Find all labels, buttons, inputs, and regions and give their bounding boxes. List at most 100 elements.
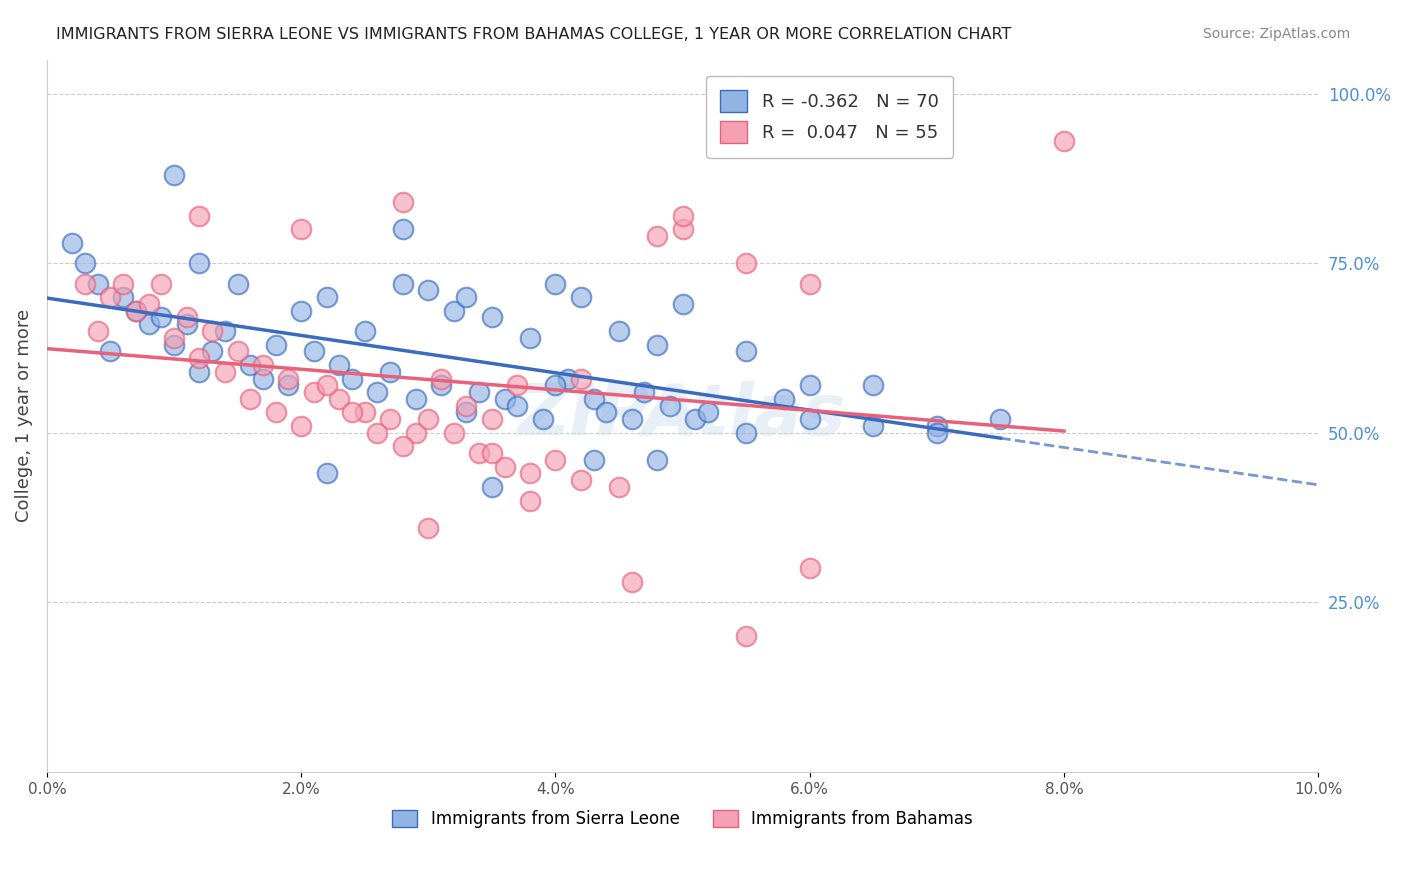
Point	[773, 392, 796, 406]
Point	[582, 392, 605, 406]
Point	[569, 290, 592, 304]
Point	[645, 337, 668, 351]
Text: ZIPAtlas: ZIPAtlas	[519, 381, 846, 450]
Point	[456, 405, 478, 419]
Point	[456, 399, 478, 413]
Point	[418, 521, 440, 535]
Point	[392, 195, 415, 210]
Point	[252, 371, 274, 385]
Point	[607, 324, 630, 338]
Point	[799, 412, 821, 426]
Point	[302, 385, 325, 400]
Point	[544, 277, 567, 291]
Point	[226, 277, 249, 291]
Point	[328, 392, 350, 406]
Point	[697, 405, 720, 419]
Point	[799, 561, 821, 575]
Point	[100, 344, 122, 359]
Point	[188, 256, 211, 270]
Point	[340, 371, 363, 385]
Point	[150, 310, 173, 325]
Point	[671, 297, 693, 311]
Point	[645, 229, 668, 244]
Point	[925, 425, 948, 440]
Point	[430, 378, 453, 392]
Point	[87, 277, 110, 291]
Point	[239, 392, 262, 406]
Point	[112, 277, 135, 291]
Point	[443, 303, 465, 318]
Point	[378, 412, 401, 426]
Point	[735, 256, 758, 270]
Point	[60, 235, 83, 250]
Point	[607, 480, 630, 494]
Point	[366, 425, 388, 440]
Point	[188, 351, 211, 366]
Point	[176, 310, 198, 325]
Point	[519, 331, 541, 345]
Point	[163, 331, 186, 345]
Point	[531, 412, 554, 426]
Point	[506, 378, 529, 392]
Point	[201, 324, 224, 338]
Legend: Immigrants from Sierra Leone, Immigrants from Bahamas: Immigrants from Sierra Leone, Immigrants…	[385, 804, 980, 835]
Point	[277, 371, 299, 385]
Point	[87, 324, 110, 338]
Point	[494, 459, 516, 474]
Point	[735, 344, 758, 359]
Point	[671, 222, 693, 236]
Point	[138, 317, 160, 331]
Point	[405, 425, 427, 440]
Point	[392, 439, 415, 453]
Point	[468, 446, 491, 460]
Point	[252, 358, 274, 372]
Point	[468, 385, 491, 400]
Point	[340, 405, 363, 419]
Point	[392, 277, 415, 291]
Point	[481, 412, 503, 426]
Point	[506, 399, 529, 413]
Point	[264, 405, 287, 419]
Point	[456, 290, 478, 304]
Point	[685, 412, 707, 426]
Point	[633, 385, 655, 400]
Point	[353, 324, 375, 338]
Point	[481, 446, 503, 460]
Point	[430, 371, 453, 385]
Point	[302, 344, 325, 359]
Point	[569, 371, 592, 385]
Point	[557, 371, 579, 385]
Point	[990, 412, 1012, 426]
Point	[405, 392, 427, 406]
Point	[188, 365, 211, 379]
Point	[544, 378, 567, 392]
Point	[595, 405, 617, 419]
Point	[620, 575, 643, 590]
Point	[226, 344, 249, 359]
Point	[188, 209, 211, 223]
Point	[862, 419, 884, 434]
Point	[519, 467, 541, 481]
Point	[366, 385, 388, 400]
Point	[569, 473, 592, 487]
Point	[100, 290, 122, 304]
Point	[353, 405, 375, 419]
Point	[277, 378, 299, 392]
Point	[290, 303, 312, 318]
Point	[645, 453, 668, 467]
Point	[620, 412, 643, 426]
Y-axis label: College, 1 year or more: College, 1 year or more	[15, 310, 32, 523]
Point	[290, 419, 312, 434]
Point	[214, 365, 236, 379]
Point	[443, 425, 465, 440]
Text: Source: ZipAtlas.com: Source: ZipAtlas.com	[1202, 27, 1350, 41]
Point	[862, 378, 884, 392]
Point	[494, 392, 516, 406]
Point	[214, 324, 236, 338]
Point	[1053, 134, 1076, 148]
Point	[328, 358, 350, 372]
Point	[315, 290, 337, 304]
Point	[201, 344, 224, 359]
Point	[150, 277, 173, 291]
Point	[239, 358, 262, 372]
